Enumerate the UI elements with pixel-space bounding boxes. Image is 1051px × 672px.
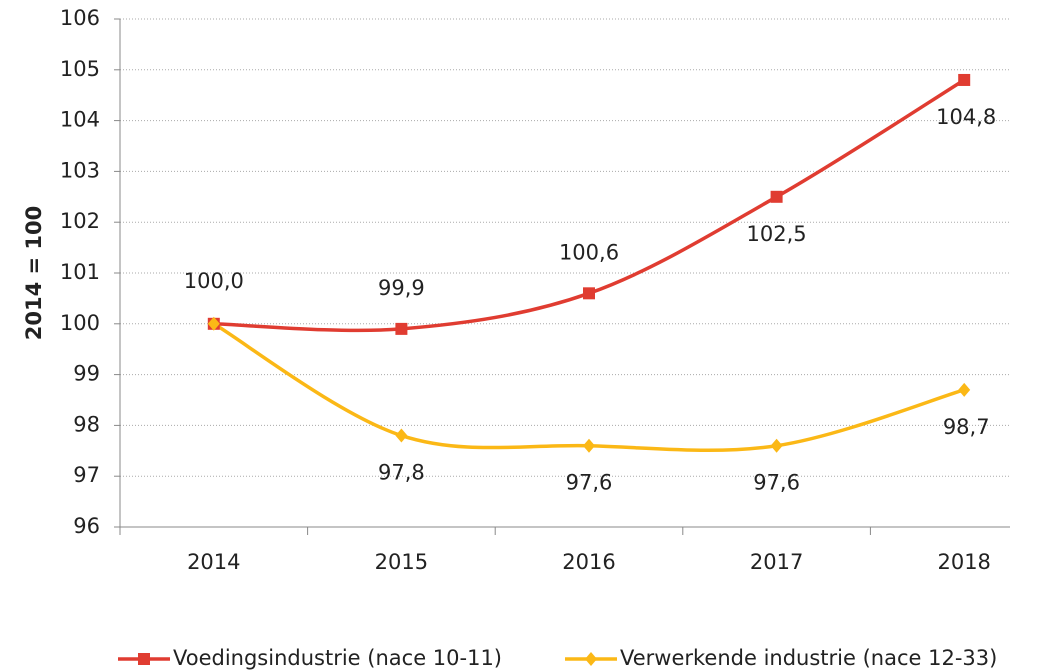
series-marker bbox=[583, 287, 595, 300]
data-label: 100,6 bbox=[559, 240, 619, 264]
y-tick-label: 105 bbox=[60, 57, 100, 81]
y-tick-label: 96 bbox=[73, 514, 100, 538]
legend-marker bbox=[585, 652, 597, 666]
series-marker bbox=[958, 73, 971, 86]
series-marker bbox=[207, 316, 220, 331]
x-tick-label: 2018 bbox=[937, 550, 990, 574]
legend-label: Voedingsindustrie (nace 10-11) bbox=[173, 646, 502, 670]
data-label: 99,9 bbox=[378, 276, 425, 300]
y-tick-label: 99 bbox=[73, 362, 100, 386]
series-marker bbox=[770, 438, 783, 453]
y-tick-label: 106 bbox=[60, 6, 100, 30]
series-marker bbox=[583, 438, 595, 453]
legend-marker bbox=[138, 653, 150, 665]
y-tick-label: 104 bbox=[60, 108, 100, 132]
data-label: 97,6 bbox=[753, 471, 800, 495]
data-label: 98,7 bbox=[943, 415, 990, 439]
y-tick-label: 101 bbox=[60, 260, 100, 284]
series-marker bbox=[395, 322, 408, 335]
x-tick-label: 2016 bbox=[562, 550, 615, 574]
y-tick-label: 102 bbox=[60, 209, 100, 233]
x-tick-label: 2014 bbox=[187, 550, 240, 574]
series-marker bbox=[395, 428, 408, 443]
series-marker bbox=[958, 382, 971, 397]
data-label: 97,8 bbox=[378, 461, 425, 485]
data-label: 104,8 bbox=[936, 105, 996, 129]
data-label: 97,6 bbox=[566, 471, 613, 495]
data-label: 102,5 bbox=[747, 222, 807, 246]
y-tick-label: 98 bbox=[73, 412, 100, 436]
y-axis-label: 2014 = 100 bbox=[22, 206, 46, 341]
x-tick-label: 2017 bbox=[750, 550, 803, 574]
series-line bbox=[212, 322, 965, 453]
data-label: 100,0 bbox=[184, 269, 244, 293]
y-tick-label: 100 bbox=[60, 311, 100, 335]
legend-label: Verwerkende industrie (nace 12-33) bbox=[620, 646, 997, 670]
y-tick-label: 103 bbox=[60, 158, 100, 182]
x-tick-label: 2015 bbox=[375, 550, 428, 574]
series-marker bbox=[770, 190, 783, 203]
y-tick-label: 97 bbox=[73, 463, 100, 487]
